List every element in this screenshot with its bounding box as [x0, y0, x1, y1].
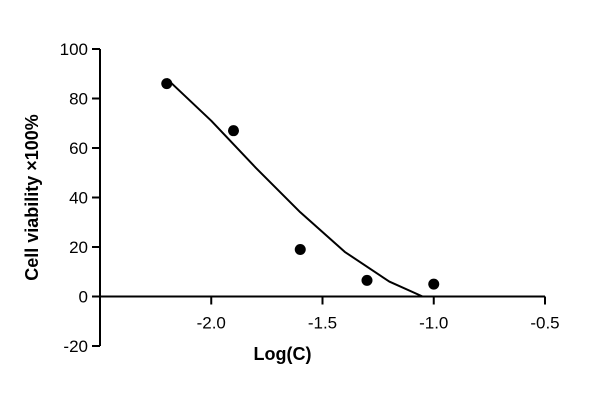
data-point [428, 278, 440, 290]
data-points [161, 78, 440, 290]
y-tick-label: 20 [69, 238, 88, 257]
y-tick-label: 80 [69, 90, 88, 109]
data-point [361, 274, 373, 286]
x-tick-label: -0.5 [530, 314, 559, 333]
data-point [228, 125, 239, 137]
y-tick-label: 0 [79, 288, 88, 307]
axes: -20 0 20 40 60 80 100 -2.0 -1.5 -1.0 -0.5 [60, 40, 560, 356]
y-tick-label: 60 [69, 139, 88, 158]
y-tick-label: -20 [63, 337, 88, 356]
fit-curve [166, 77, 424, 298]
fit-curve-group [166, 77, 424, 298]
x-tick-label: -1.0 [419, 314, 448, 333]
y-axis-title: Cell viability ×100% [22, 114, 42, 281]
data-point [161, 78, 173, 90]
y-tick-label: 40 [69, 189, 88, 208]
x-tick-label: -2.0 [197, 314, 226, 333]
data-point [294, 243, 306, 255]
y-tick-label: 100 [60, 40, 88, 59]
x-axis-title: Log(C) [254, 344, 312, 364]
x-tick-label: -1.5 [308, 314, 337, 333]
